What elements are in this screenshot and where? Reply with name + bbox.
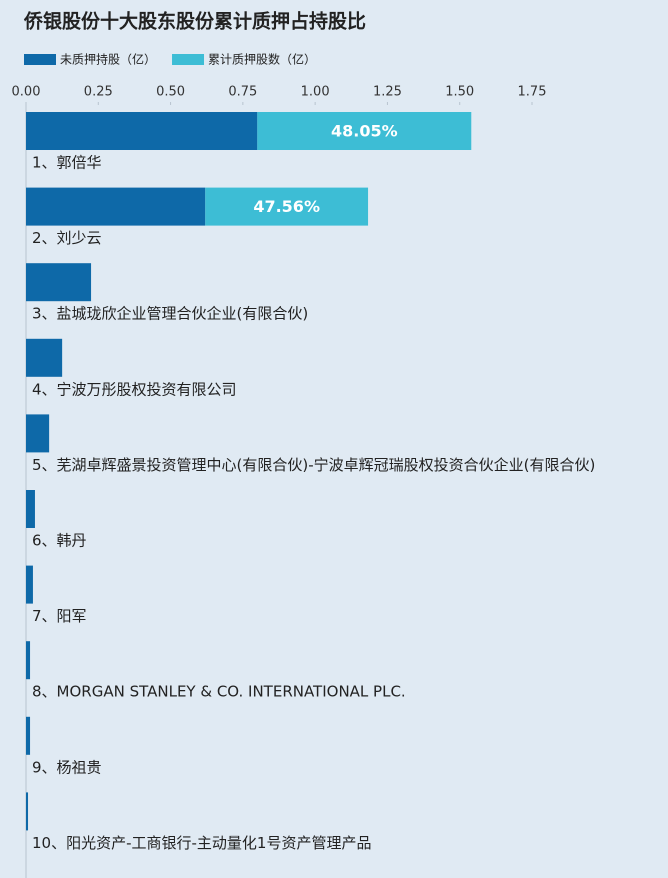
bar-segment bbox=[26, 338, 63, 377]
legend-label: 未质押持股（亿） bbox=[60, 52, 156, 67]
category-label: 1、郭倍华 bbox=[32, 154, 102, 172]
ratio-label: 47.56% bbox=[253, 197, 320, 216]
bar-segment bbox=[26, 716, 31, 755]
chart-title: 侨银股份十大股东股份累计质押占持股比 bbox=[23, 10, 366, 33]
category-label: 9、杨祖贵 bbox=[32, 758, 102, 776]
x-tick-label: 0.50 bbox=[156, 85, 185, 100]
x-tick-label: 0.25 bbox=[84, 85, 113, 100]
category-label: 4、宁波万彤股权投资有限公司 bbox=[32, 380, 237, 398]
x-tick-label: 1.25 bbox=[373, 85, 402, 100]
ratio-label: 48.05% bbox=[331, 122, 398, 141]
bar-segment bbox=[26, 792, 29, 831]
bar-segment bbox=[26, 414, 50, 453]
legend-label: 累计质押股数（亿） bbox=[208, 52, 316, 67]
bar-segment bbox=[257, 112, 472, 150]
x-tick-label: 1.50 bbox=[445, 85, 474, 100]
category-label: 5、芜湖卓辉盛景投资管理中心(有限合伙)-宁波卓辉冠瑞股权投资合伙企业(有限合伙… bbox=[32, 456, 595, 474]
category-label: 7、阳军 bbox=[32, 607, 87, 625]
legend-swatch bbox=[172, 54, 205, 65]
bar-segment bbox=[26, 112, 258, 150]
category-label: 2、刘少云 bbox=[32, 229, 102, 247]
bar-segment bbox=[26, 565, 33, 604]
x-tick-label: 1.75 bbox=[518, 85, 547, 100]
category-label: 8、MORGAN STANLEY & CO. INTERNATIONAL PLC… bbox=[32, 683, 406, 701]
bar-segment bbox=[26, 641, 31, 680]
bar-segment bbox=[205, 187, 369, 226]
x-tick-label: 0.75 bbox=[228, 85, 257, 100]
category-label: 10、阳光资产-工商银行-主动量化1号资产管理产品 bbox=[32, 834, 371, 852]
category-label: 3、盐城珑欣企业管理合伙企业(有限合伙) bbox=[32, 305, 308, 323]
bar-segment bbox=[26, 187, 206, 226]
bar-segment bbox=[26, 263, 92, 302]
x-tick-label: 1.00 bbox=[301, 85, 330, 100]
category-label: 6、韩丹 bbox=[32, 532, 87, 550]
bar-segment bbox=[26, 490, 35, 528]
legend-swatch bbox=[24, 54, 56, 65]
x-tick-label: 0.00 bbox=[12, 85, 41, 100]
